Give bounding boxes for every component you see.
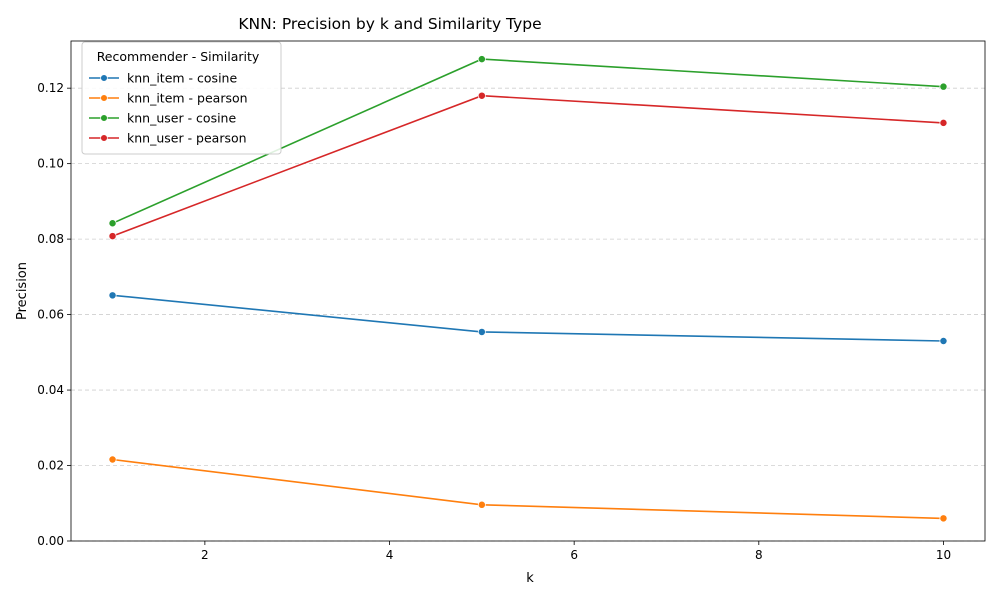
series-line: [112, 294, 944, 342]
y-tick-label: 0.06: [37, 308, 64, 322]
data-point: [477, 500, 486, 509]
series-knn-user-pearson: [108, 91, 948, 241]
x-tick-label: 2: [201, 548, 209, 562]
legend-marker: [100, 134, 108, 142]
legend-item: knn_user - cosine: [89, 111, 236, 126]
y-tick-label: 0.04: [37, 383, 64, 397]
y-axis-label: Precision: [15, 262, 30, 320]
legend-item: knn_item - cosine: [89, 71, 237, 86]
series-knn-item-pearson: [108, 455, 948, 523]
data-point: [939, 118, 948, 127]
data-point: [939, 514, 948, 523]
legend-marker: [100, 114, 108, 122]
y-tick-label: 0.00: [37, 534, 64, 548]
x-tick-label: 6: [570, 548, 578, 562]
y-tick-label: 0.02: [37, 459, 64, 473]
series-layer: [108, 55, 948, 523]
series-line: [112, 458, 944, 520]
legend: Recommender - Similarity knn_item - cosi…: [81, 41, 282, 155]
legend-label: knn_user - cosine: [127, 111, 236, 126]
data-point: [939, 82, 948, 91]
data-point: [108, 291, 117, 300]
data-point: [477, 91, 486, 100]
x-tick-label: 8: [755, 548, 763, 562]
data-point: [108, 219, 117, 228]
legend-marker: [100, 94, 108, 102]
x-tick-label: 10: [936, 548, 951, 562]
data-point: [939, 337, 948, 345]
plot-frame: [70, 40, 986, 542]
x-axis-label: k: [526, 571, 534, 586]
data-point: [477, 327, 486, 336]
x-tick-label: 4: [386, 548, 394, 562]
legend-label: knn_item - pearson: [127, 91, 248, 106]
legend-items: knn_item - cosine knn_item - pearson knn_u…: [89, 71, 248, 146]
grid: [71, 87, 985, 542]
series-knn-user-cosine: [108, 55, 948, 228]
data-point: [108, 455, 117, 464]
chart-title: KNN: Precision by k and Similarity Type: [238, 15, 541, 33]
data-point: [108, 232, 117, 241]
y-axis: 0.00 0.02 0.04 0.06 0.08 0.10 0.12: [37, 81, 71, 548]
y-tick-label: 0.08: [37, 232, 64, 246]
series-knn-item-cosine: [108, 291, 948, 345]
legend-label: knn_item - cosine: [127, 71, 237, 86]
legend-label: knn_user - pearson: [127, 131, 247, 146]
legend-title: Recommender - Similarity: [97, 49, 260, 64]
y-tick-label: 0.12: [37, 81, 64, 95]
legend-marker: [100, 74, 108, 82]
y-tick-label: 0.10: [37, 157, 64, 171]
legend-box: [81, 41, 282, 155]
legend-item: knn_item - pearson: [89, 91, 248, 106]
data-point: [477, 55, 486, 64]
legend-item: knn_user - pearson: [89, 131, 247, 146]
x-axis: 2 4 6 8 10: [201, 541, 951, 562]
